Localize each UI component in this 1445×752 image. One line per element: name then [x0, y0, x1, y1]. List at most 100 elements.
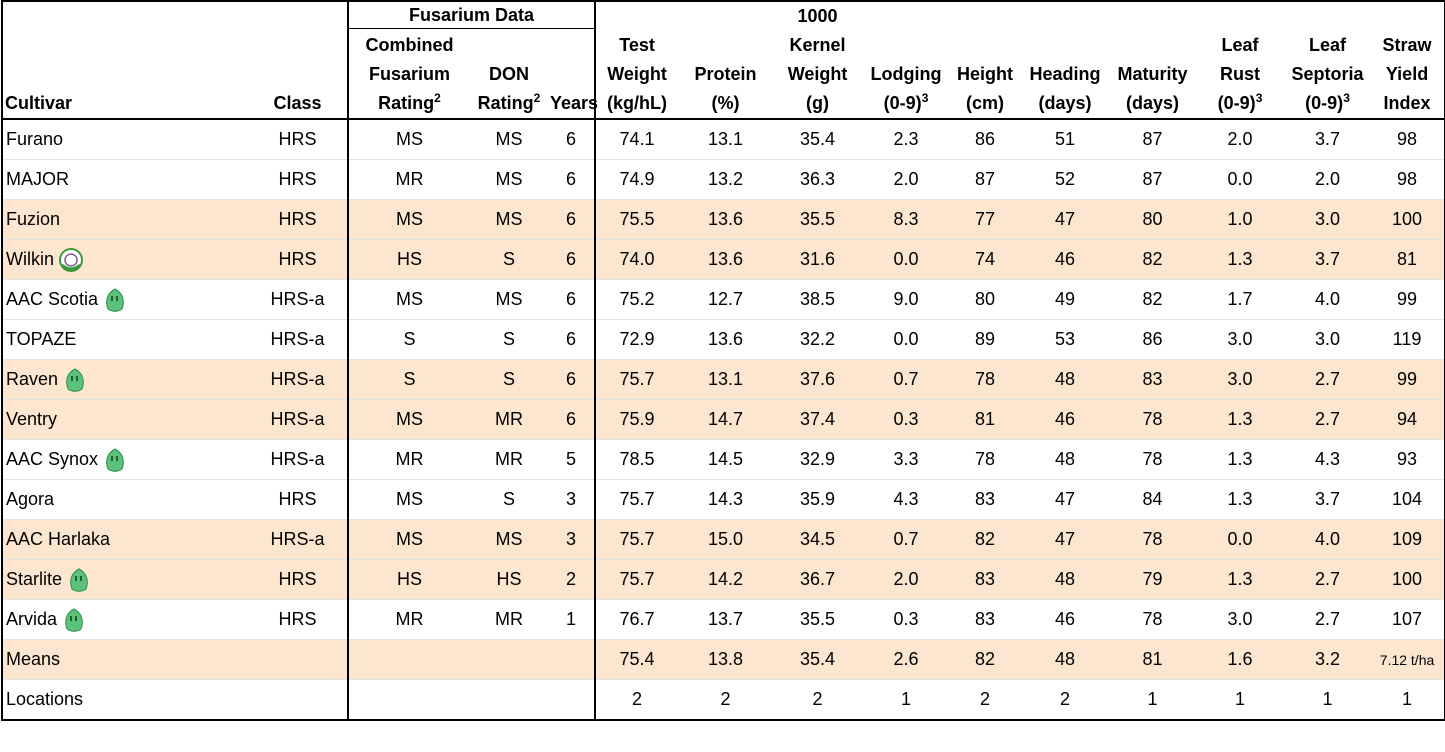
- table-cell: 1.7: [1195, 279, 1286, 320]
- table-cell: 100: [1370, 559, 1445, 600]
- table-cell: 13.1: [678, 119, 774, 160]
- table-cell: HRS: [248, 239, 349, 280]
- table-cell: MR: [470, 399, 548, 440]
- table-cell: 3: [548, 519, 597, 560]
- table-row: AAC Synox HRS-a MR MR 5 78.5 14.5 32.9 3.3 78 48 78…: [2, 439, 1445, 480]
- table-cell: 93: [1370, 439, 1445, 480]
- superscript: 3: [1343, 91, 1350, 105]
- table-cell: 6: [548, 199, 597, 240]
- table-cell: 2: [678, 679, 774, 721]
- header-line: (kg/hL): [607, 93, 668, 113]
- table-cell: Wilkin: [2, 239, 248, 280]
- table-cell: 79: [1110, 559, 1196, 600]
- superscript: 2: [434, 91, 441, 105]
- header-line: Index: [1383, 93, 1431, 113]
- column-header: Combined Fusarium Rating2: [348, 28, 470, 121]
- table-cell: 4.0: [1285, 279, 1371, 320]
- pbr-icon: [59, 247, 83, 272]
- table-row: Means 75.4 13.8 35.4 2.6 82 48 81 1.6 3.2 7.12 t/h…: [2, 639, 1445, 680]
- table-cell: 46: [1020, 599, 1111, 640]
- table-cell: Ventry: [2, 399, 248, 440]
- column-header: 1000 Kernel Weight (g): [773, 1, 863, 120]
- header-line: DON: [489, 64, 529, 84]
- table-cell: HS: [470, 559, 548, 600]
- table-cell: MR: [348, 159, 470, 200]
- table-cell: 82: [950, 519, 1021, 560]
- table-cell: 77: [950, 199, 1021, 240]
- table-cell: 13.7: [678, 599, 774, 640]
- table-cell: 3.0: [1195, 599, 1286, 640]
- table-cell: 2: [595, 679, 679, 721]
- header-line: Septoria: [1291, 64, 1364, 84]
- column-header: Leaf Rust (0-9)3: [1195, 1, 1286, 120]
- table-cell: 1.3: [1195, 399, 1286, 440]
- table-cell: 0.7: [862, 359, 951, 400]
- table-cell: 37.6: [773, 359, 863, 400]
- column-header: Height (cm): [950, 1, 1021, 120]
- table-cell: 48: [1020, 639, 1111, 680]
- table-row: AAC Harlaka HRS-a MS MS 3 75.7 15.0 34.5 0.7 82 47…: [2, 519, 1445, 560]
- table-cell: 6: [548, 319, 597, 360]
- table-cell: HRS: [248, 479, 349, 520]
- table-row: Ventry HRS-a MS MR 6 75.9 14.7 37.4 0.3 81 46 78 1.3…: [2, 399, 1445, 440]
- table-cell: [348, 679, 470, 721]
- header-line: (%): [711, 93, 740, 113]
- table-cell: MR: [348, 439, 470, 480]
- header-line: 1000: [797, 6, 838, 26]
- table-cell: 74.1: [595, 119, 679, 160]
- table-cell: 1: [1285, 679, 1371, 721]
- table-cell: 83: [950, 479, 1021, 520]
- table-cell: 47: [1020, 479, 1111, 520]
- table-cell: 74.9: [595, 159, 679, 200]
- table-cell: 82: [1110, 279, 1196, 320]
- table-cell: 1.6: [1195, 639, 1286, 680]
- table-cell: 78.5: [595, 439, 679, 480]
- table-cell: 3.0: [1285, 319, 1371, 360]
- table-cell: 0.0: [1195, 159, 1286, 200]
- table-cell: 75.2: [595, 279, 679, 320]
- superscript: 2: [533, 91, 541, 105]
- table-cell: 6: [548, 239, 597, 280]
- table-cell: MS: [348, 279, 470, 320]
- table-cell: 74.0: [595, 239, 679, 280]
- table-cell: 87: [1110, 159, 1196, 200]
- header-line: (0-9)3: [1217, 91, 1263, 113]
- table-cell: HRS: [248, 559, 349, 600]
- table-cell: 2.7: [1285, 599, 1371, 640]
- table-cell: 32.9: [773, 439, 863, 480]
- table-cell: 2.0: [862, 159, 951, 200]
- table-cell: 86: [950, 119, 1021, 160]
- table-cell: 32.2: [773, 319, 863, 360]
- table-cell: 47: [1020, 199, 1111, 240]
- table-cell: 51: [1020, 119, 1111, 160]
- table-cell: 81: [1370, 239, 1445, 280]
- table-cell: 2.0: [1285, 159, 1371, 200]
- table-cell: 100: [1370, 199, 1445, 240]
- table-cell: 119: [1370, 319, 1445, 360]
- table-cell: 35.4: [773, 639, 863, 680]
- header-line: (0-9)3: [883, 91, 929, 113]
- table-cell: 1: [1110, 679, 1196, 721]
- table-cell: 53: [1020, 319, 1111, 360]
- table-cell: 83: [950, 559, 1021, 600]
- table-cell: 2.0: [862, 559, 951, 600]
- header-line: (cm): [966, 93, 1005, 113]
- leaf-icon: [66, 367, 84, 392]
- table-cell: 14.2: [678, 559, 774, 600]
- header-line: Class: [273, 93, 322, 113]
- table-cell: 87: [950, 159, 1021, 200]
- table-cell: 2: [773, 679, 863, 721]
- header-line: Maturity: [1117, 64, 1188, 84]
- table-cell: 78: [950, 359, 1021, 400]
- table-cell: [248, 639, 349, 680]
- table-cell: 3.0: [1285, 199, 1371, 240]
- column-header: Lodging (0-9)3: [862, 1, 951, 120]
- table-cell: 109: [1370, 519, 1445, 560]
- table-cell: MS: [348, 519, 470, 560]
- table-cell: 14.7: [678, 399, 774, 440]
- table-row: Fuzion HRS MS MS 6 75.5 13.6 35.5 8.3 77 47 80 1.0 3.…: [2, 199, 1445, 240]
- header-line: Combined: [365, 35, 454, 55]
- table-cell: 46: [1020, 399, 1111, 440]
- header-line: Yield: [1385, 64, 1429, 84]
- cell-text: 7.12 t/ha: [1379, 652, 1435, 668]
